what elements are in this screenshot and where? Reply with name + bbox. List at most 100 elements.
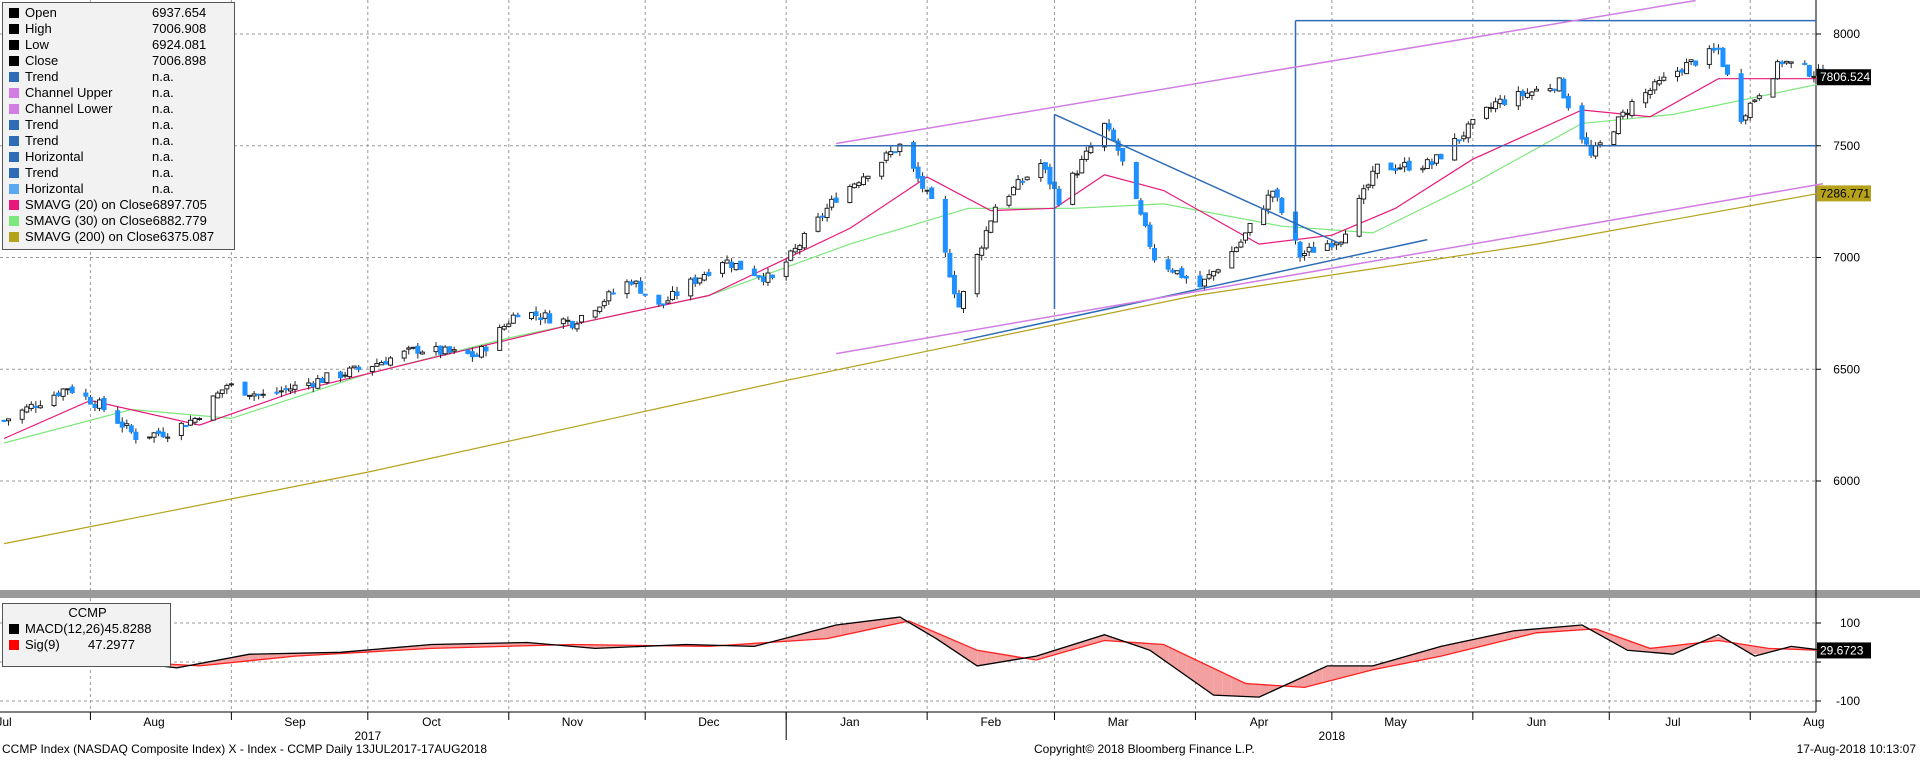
- macd-fill: [1350, 665, 1360, 676]
- legend-row: Channel Lower n.a.: [9, 101, 230, 117]
- macd-fill: [1750, 645, 1760, 655]
- candle-body: [738, 260, 744, 270]
- candle-body: [897, 143, 903, 153]
- candle-body: [983, 230, 989, 249]
- macd-fill: [440, 644, 450, 649]
- candle-body: [1770, 78, 1776, 98]
- candle-body: [1552, 88, 1558, 91]
- candle-body: [515, 314, 521, 318]
- macd-fill: [1468, 638, 1478, 650]
- legend-label: Trend: [25, 117, 59, 132]
- candle-body: [856, 182, 862, 187]
- candle-body: [1402, 161, 1408, 168]
- candle-body: [956, 293, 962, 308]
- candle-body: [756, 275, 762, 278]
- candle-body: [1756, 95, 1762, 99]
- candle-body: [1202, 278, 1208, 287]
- candle-body: [788, 250, 794, 261]
- legend-label: Trend: [25, 133, 59, 148]
- candle-body: [597, 306, 603, 312]
- candle-body: [1211, 270, 1217, 277]
- candle-body: [629, 281, 635, 285]
- legend-row: Trend n.a.: [9, 69, 230, 85]
- candle-body: [178, 422, 184, 436]
- macd-fill: [1313, 668, 1323, 685]
- macd-fill: [1331, 665, 1341, 681]
- macd-fill: [1341, 665, 1351, 678]
- candle-body: [342, 374, 348, 377]
- candle-body: [69, 386, 75, 394]
- candle-body: [1715, 47, 1721, 50]
- candle-body: [1356, 197, 1362, 237]
- candle-body: [1629, 100, 1635, 117]
- x-month-label: Aug: [143, 715, 164, 729]
- candle-body: [51, 394, 57, 407]
- candle-body: [974, 253, 980, 295]
- macd-legend: CCMP MACD(12,26) 45.8288 Sig(9) 47.2977: [2, 603, 171, 667]
- legend-value: 6937.654: [152, 5, 207, 20]
- candle-body: [729, 261, 735, 268]
- candle-body: [247, 394, 253, 397]
- candle-body: [951, 274, 957, 295]
- macd-fill: [986, 651, 996, 665]
- macd-fill: [1250, 683, 1260, 698]
- macd-fill: [1213, 668, 1223, 696]
- macd-fill: [513, 642, 523, 647]
- candle-body: [669, 290, 675, 300]
- macd-fill: [922, 626, 932, 636]
- candle-body: [338, 371, 344, 379]
- macd-fill: [486, 643, 496, 647]
- macd-fill: [431, 644, 441, 649]
- candle-body: [197, 418, 203, 421]
- candle-body: [979, 247, 985, 256]
- candle-body: [1406, 160, 1412, 171]
- candle-body: [574, 323, 580, 330]
- candle-body: [1620, 111, 1626, 117]
- candle-body: [915, 166, 921, 179]
- candle-body: [1806, 65, 1812, 77]
- macd-fill: [995, 653, 1005, 663]
- macd-fill: [1495, 632, 1505, 643]
- candle-body: [242, 381, 248, 396]
- macd-fill: [1559, 626, 1569, 632]
- legend-swatch: [9, 104, 19, 114]
- candle-body: [1024, 176, 1030, 181]
- signal-line: [3, 620, 1824, 689]
- macd-legend-title: CCMP: [68, 605, 107, 620]
- candle-body: [119, 421, 125, 428]
- candle-body: [765, 272, 771, 283]
- price-label-box: [1817, 185, 1871, 202]
- legend-swatch: [9, 168, 19, 178]
- candle-body: [888, 151, 894, 156]
- candle-body: [24, 406, 30, 413]
- candle-body: [228, 383, 234, 386]
- candle-body: [1584, 137, 1590, 145]
- candle-body: [287, 388, 293, 392]
- macd-fill: [868, 619, 878, 630]
- candle-body: [506, 323, 512, 327]
- sma30-line: [3, 82, 1824, 444]
- candle-body: [892, 151, 898, 154]
- candle-body: [1615, 116, 1621, 135]
- legend-swatch: [9, 120, 19, 130]
- x-month-label: Jul: [1665, 715, 1680, 729]
- candle-body: [1079, 158, 1085, 174]
- legend-row: Sig(9) 47.2977: [9, 637, 166, 653]
- legend-row: SMAVG (30) on Close 6882.779: [9, 213, 230, 229]
- candle-body: [1579, 105, 1585, 140]
- candle-body: [92, 403, 98, 409]
- macd-fill: [1431, 646, 1441, 658]
- candle-body: [1101, 122, 1107, 148]
- candle-body: [833, 197, 839, 203]
- candle-body: [692, 277, 698, 285]
- candle-body: [1142, 212, 1148, 227]
- candle-body: [1311, 246, 1317, 253]
- x-month-label: Jun: [1527, 715, 1546, 729]
- candle-body: [1179, 268, 1185, 278]
- legend-value: 6897.705: [152, 197, 207, 212]
- candle-body: [1152, 247, 1158, 261]
- candle-body: [1556, 77, 1562, 92]
- macd-fill: [1240, 681, 1250, 697]
- macd-fill: [467, 643, 477, 648]
- candle-body: [369, 366, 375, 373]
